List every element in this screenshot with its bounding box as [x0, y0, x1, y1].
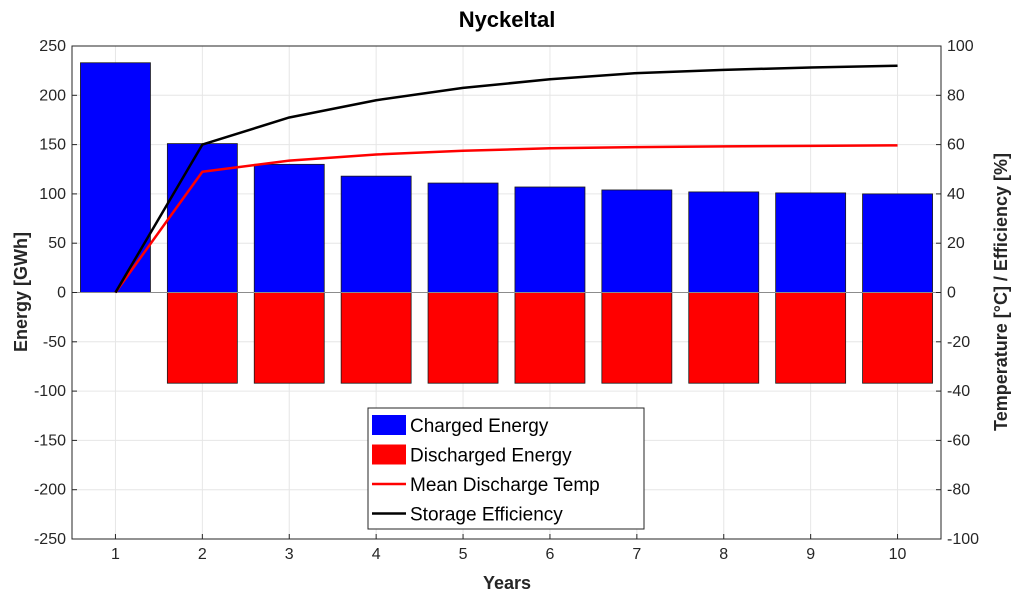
- legend: Charged Energy Discharged Energy Mean Disc…: [367, 407, 645, 530]
- y-tick-left: -100: [34, 383, 66, 400]
- y-tick-right: 60: [947, 137, 965, 154]
- y-tick-left: -150: [34, 432, 66, 449]
- x-tick: 3: [285, 546, 294, 563]
- y-tick-left: -200: [34, 482, 66, 499]
- y-tick-left: -50: [43, 334, 66, 351]
- x-axis-label: Years: [483, 573, 531, 593]
- charged-energy-bar: [253, 163, 325, 293]
- legend-label: Mean Discharge Temp: [410, 475, 600, 496]
- discharged-energy-bar: [601, 292, 673, 384]
- discharged-energy-bar: [862, 292, 933, 384]
- discharged-energy-bar: [253, 292, 325, 384]
- bars-layer: [80, 62, 933, 384]
- discharged-energy-bar: [166, 292, 238, 384]
- y-tick-right: 20: [947, 235, 965, 252]
- x-tick: 2: [198, 546, 207, 563]
- charged-energy-bar: [862, 193, 933, 293]
- charged-energy-bar: [688, 191, 760, 293]
- ticks-layer: -250-200-150-100-50050100150200250-100-8…: [34, 38, 979, 563]
- y-tick-left: 0: [57, 285, 66, 302]
- y-tick-right: -40: [947, 383, 970, 400]
- x-tick: 10: [889, 546, 907, 563]
- y-tick-left: 250: [39, 38, 66, 55]
- y-tick-right: -60: [947, 432, 970, 449]
- discharged-energy-bar: [427, 292, 499, 384]
- x-tick: 8: [719, 546, 728, 563]
- x-tick: 7: [632, 546, 641, 563]
- y-tick-left: 200: [39, 87, 66, 104]
- legend-swatch: [372, 444, 406, 465]
- y-tick-right: 40: [947, 186, 965, 203]
- x-tick: 5: [459, 546, 468, 563]
- lines-layer: [114, 64, 898, 294]
- y-axis-label-left: Energy [GWh]: [11, 232, 31, 352]
- mean-discharge-temp-line: [114, 144, 898, 294]
- legend-label: Charged Energy: [410, 416, 549, 437]
- y-tick-right: 80: [947, 87, 965, 104]
- storage-efficiency-line: [114, 64, 898, 294]
- charged-energy-bar: [514, 186, 586, 293]
- x-tick: 6: [545, 546, 554, 563]
- y-tick-right: -20: [947, 334, 970, 351]
- charged-energy-bar: [340, 175, 412, 293]
- y-tick-left: -250: [34, 531, 66, 548]
- y-tick-left: 100: [39, 186, 66, 203]
- discharged-energy-bar: [688, 292, 760, 384]
- charged-energy-bar: [775, 192, 847, 293]
- y-tick-right: 0: [947, 285, 956, 302]
- y-tick-right: 100: [947, 38, 974, 55]
- y-tick-right: -100: [947, 531, 979, 548]
- chart-title: Nyckeltal: [459, 7, 556, 32]
- x-tick: 9: [806, 546, 815, 563]
- legend-label: Discharged Energy: [410, 446, 572, 467]
- y-tick-left: 50: [48, 235, 66, 252]
- discharged-energy-bar: [775, 292, 847, 384]
- y-tick-right: -80: [947, 482, 970, 499]
- discharged-energy-bar: [514, 292, 586, 384]
- legend-swatch: [372, 415, 406, 435]
- x-tick: 4: [372, 546, 381, 563]
- y-axis-label-right: Temperature [°C] / Efficiency [%]: [991, 153, 1011, 431]
- legend-label: Storage Efficiency: [410, 505, 563, 526]
- discharged-energy-bar: [340, 292, 412, 384]
- y-tick-left: 150: [39, 137, 66, 154]
- charged-energy-bar: [166, 143, 238, 293]
- x-tick: 1: [111, 546, 120, 563]
- charged-energy-bar: [601, 189, 673, 293]
- legend-box: [367, 407, 645, 530]
- charged-energy-bar: [427, 182, 499, 293]
